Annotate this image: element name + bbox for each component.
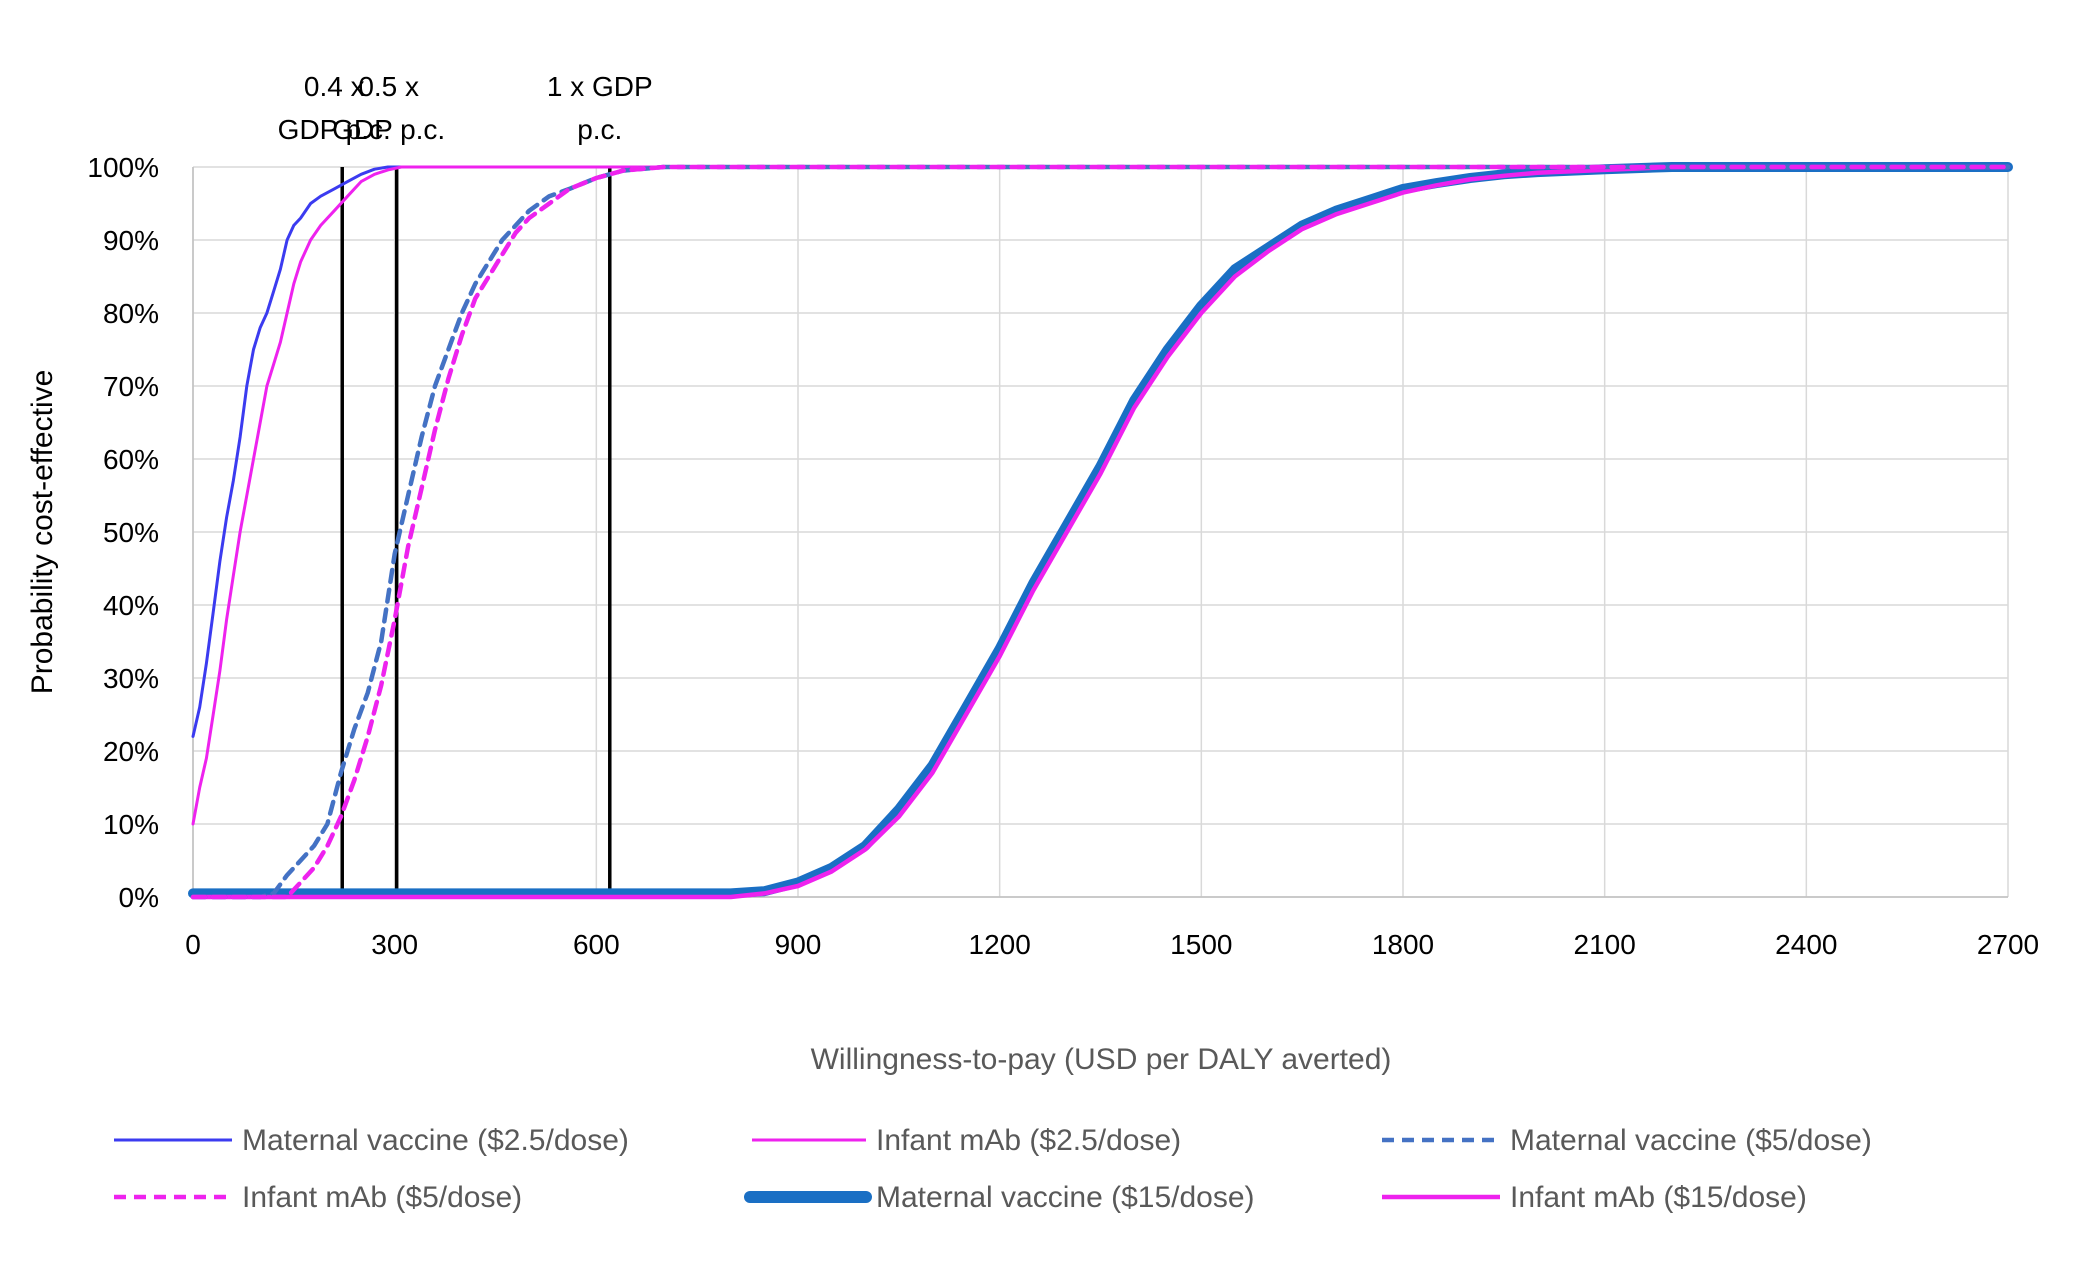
series-line [190,164,2011,900]
x-tick-label: 1200 [969,929,1031,960]
x-tick-label: 2700 [1977,929,2039,960]
x-tick-label: 2100 [1574,929,1636,960]
y-tick-label: 50% [103,517,159,548]
series-line [190,164,2011,900]
y-tick-label: 10% [103,809,159,840]
x-tick-label: 0 [185,929,201,960]
x-tick-label: 1500 [1170,929,1232,960]
legend-label: Infant mAb ($15/dose) [1510,1181,1807,1214]
gridlines [192,166,2009,898]
y-tick-label: 100% [87,152,159,183]
x-tick-label: 900 [775,929,822,960]
threshold-lines: 0.4 x GDP p.c. 0.5 x GDP p.c. 1 x GDP p.c. [278,71,653,897]
series-lines [188,162,2013,900]
threshold-label: 0.5 x [358,71,419,102]
series-line [191,165,2010,826]
legend-label: Infant mAb ($2.5/dose) [876,1124,1181,1157]
series-line [190,164,2011,900]
x-tick-label: 600 [573,929,620,960]
series-line [191,165,2010,738]
series-line [188,162,2013,899]
y-tick-label: 60% [103,444,159,475]
threshold-label: 1 x GDP [547,71,653,102]
y-axis-label: Probability cost-effective [26,370,59,695]
axis-labels: Willingness-to-pay (USD per DALY averted… [26,370,1391,1076]
x-axis-label: Willingness-to-pay (USD per DALY averted… [811,1043,1392,1076]
axes: 0% 10% 20% 30% 40% 50% 60% 70% 80% 90% 100% 0 300 600… [87,152,2039,960]
y-tick-label: 0% [119,882,159,913]
x-tick-label: 1800 [1372,929,1434,960]
legend-label: Infant mAb ($5/dose) [242,1181,522,1214]
y-tick-label: 20% [103,736,159,767]
threshold-label: p.c. [577,114,622,145]
x-tick-label: 2400 [1775,929,1837,960]
threshold-label: 0.4 x [304,71,365,102]
threshold-label: GDP p.c. [332,114,445,145]
y-tick-label: 70% [103,371,159,402]
y-tick-label: 40% [103,590,159,621]
y-tick-label: 90% [103,225,159,256]
legend: Maternal vaccine ($2.5/dose) Infant mAb (… [114,1124,1872,1214]
y-tick-label: 80% [103,298,159,329]
x-tick-label: 300 [371,929,418,960]
threshold-label: GDP p.c. [278,114,391,145]
y-tick-label: 30% [103,663,159,694]
legend-label: Maternal vaccine ($2.5/dose) [242,1124,629,1157]
legend-label: Maternal vaccine ($15/dose) [876,1181,1255,1214]
legend-label: Maternal vaccine ($5/dose) [1510,1124,1872,1157]
